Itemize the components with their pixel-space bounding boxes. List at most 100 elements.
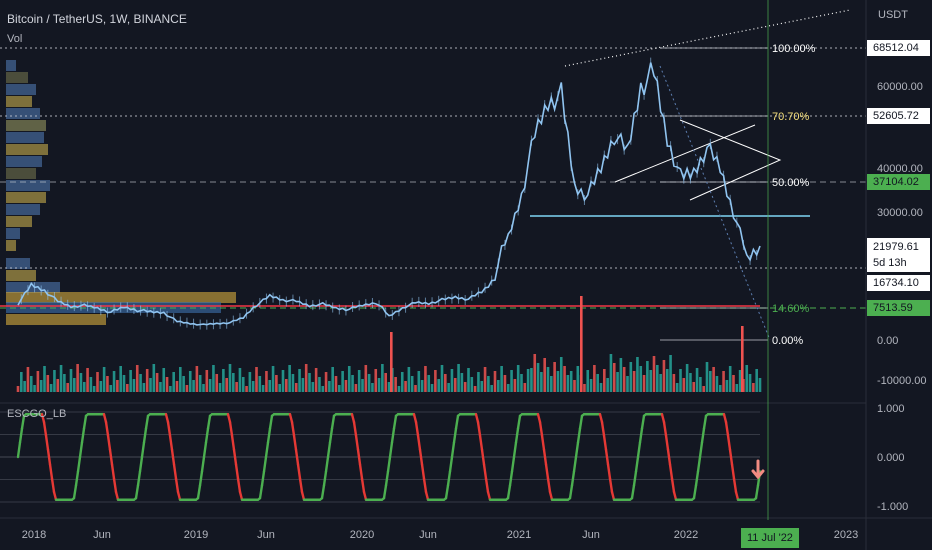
price-tag: 7513.59 [867,300,930,316]
volume-bar [69,369,73,392]
volume-profile-bar [6,156,42,167]
oscillator-segment [134,484,140,500]
volume-bar [636,357,639,392]
price-tick-label: 30000.00 [877,207,923,219]
volume-bar [453,378,457,392]
oscillator-segment [598,413,604,424]
volume-bar [278,384,281,392]
countdown-label: 5d 13h [873,257,907,269]
oscillator-segment [724,420,730,437]
volume-bar [351,375,354,392]
volume-bar [500,366,503,392]
volume-bar [129,370,132,392]
volume-profile [6,60,236,325]
volume-bar [639,366,643,392]
oscillator-segment [50,477,56,494]
volume-bar [139,374,142,392]
oscillator-segment [702,414,708,430]
volume-bar [265,371,268,392]
volume-bar [341,371,344,392]
volume-bar [261,385,265,392]
volume-bar [169,386,172,392]
volume-bar [699,377,702,392]
oscillator-segment [258,484,264,500]
guide-lines: 100.00% 70.70% 50.00% 14.60% 0.00% [0,9,866,347]
volume-bar [208,379,212,392]
volume-bar [410,376,414,392]
volume-bar [198,375,202,392]
volume-bar [82,382,86,392]
oscillator-segment [354,434,360,451]
volume-bar [364,365,368,392]
time-tick-label: Jun [93,529,111,541]
oscillator-segment [630,484,636,500]
oscillator-segment [670,477,676,494]
volume-bar [26,367,30,392]
oscillator-segment [230,434,236,451]
volume-bar [73,378,76,392]
volume-bar [92,386,96,392]
volume-bar [718,385,722,392]
oscillator [0,411,762,503]
oscillator-segment [356,448,362,466]
oscillator-segment [164,413,170,424]
volume-bar [294,383,298,392]
oscillator-segment [726,434,732,451]
oscillator-segment [696,455,702,473]
oscillator-segment [660,413,666,424]
volume-bar [76,364,79,392]
oscillator-segment [448,455,454,473]
oscillator-segment [322,470,328,487]
oscillator-segment [268,414,274,430]
volume-bar [205,370,209,392]
price-tag: 21979.61 5d 13h [867,238,930,272]
oscillator-segment [732,477,738,494]
volume-bar [172,372,175,392]
volume-bar [732,375,735,392]
volume-bar [397,386,401,392]
volume-bar [400,372,404,392]
volume-bar [23,381,26,392]
volume-bar [573,380,576,392]
volume-profile-bar [6,240,16,251]
volume-label[interactable]: Vol [7,33,23,45]
volume-bar [712,367,715,392]
oscillator-segment [578,414,584,430]
volume-bar [188,371,192,392]
volume-bar [285,379,288,392]
oscillator-segment [328,427,334,444]
volume-bar [576,366,580,392]
oscillator-label[interactable]: ESCGO_LB [7,408,67,420]
volume-bar [672,374,676,392]
volume-bar [632,371,636,392]
volume-bar [102,367,106,392]
volume-bar [152,364,156,392]
symbol-title[interactable]: Bitcoin / TetherUS, 1W, BINANCE [7,12,187,26]
volume-bar [394,377,397,392]
volume-profile-bar [6,292,236,303]
volume-bar [675,383,679,392]
current-date-tag: 11 Jul '22 [741,528,799,548]
volume-bar [182,376,185,392]
volume-bar [609,354,613,392]
volume-profile-bar [6,108,40,119]
oscillator-segment [572,455,578,473]
oscillator-segment [542,448,548,466]
oscillator-segment [78,441,84,459]
volume-bar [145,369,149,392]
volume-bar [738,370,742,392]
volume-bar [304,364,308,392]
oscillator-segment [722,413,728,424]
volume-bar [440,365,444,392]
volume-bar [540,372,543,392]
volume-bar [179,367,182,392]
volume-bar [563,366,566,392]
oscillator-segment [298,477,304,494]
oscillator-segment [204,427,210,444]
volume-bar [603,369,606,392]
volume-bar [59,365,63,392]
time-tick-label: 2022 [674,529,698,541]
volume-bar [599,383,603,392]
volume-bar [497,380,500,392]
